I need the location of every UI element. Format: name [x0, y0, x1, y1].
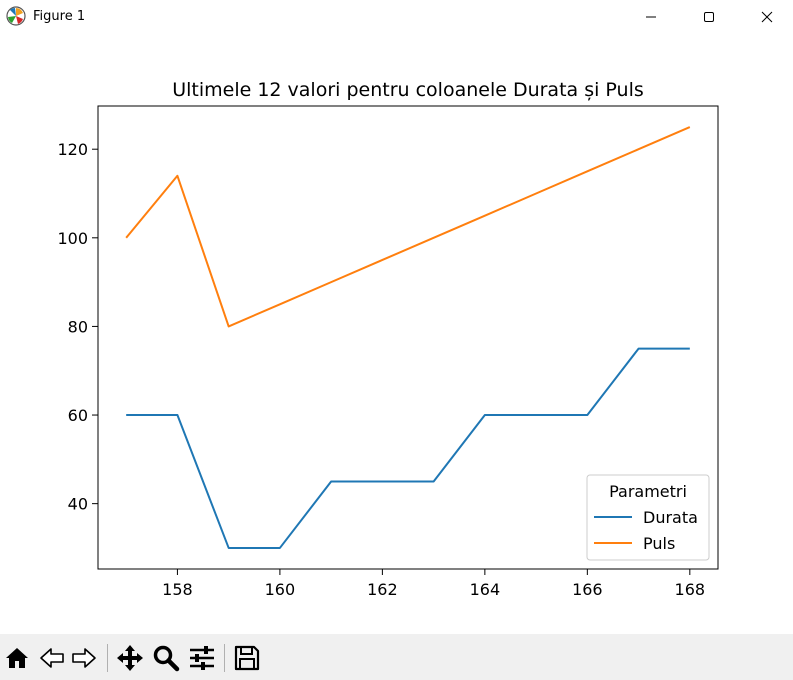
minimize-icon	[646, 16, 656, 18]
legend-box	[586, 474, 710, 561]
sliders-icon	[190, 646, 214, 670]
line-chart: Ultimele 12 valori pentru coloanele Dura…	[57, 79, 719, 599]
x-tick-label: 164	[470, 580, 501, 599]
y-axis: 40 60 80 100 120	[57, 140, 98, 514]
x-tick-label: 168	[675, 580, 706, 599]
y-tick-label: 120	[57, 140, 88, 159]
floppy-disk-icon	[234, 645, 260, 671]
navigation-toolbar	[0, 634, 793, 680]
window-title: Figure 1	[33, 9, 86, 24]
legend-label-puls: Puls	[643, 534, 675, 553]
x-tick-label: 166	[572, 580, 603, 599]
back-button[interactable]	[38, 644, 66, 672]
zoom-button[interactable]	[152, 644, 180, 672]
maximize-button[interactable]	[680, 0, 738, 34]
window-titlebar: Figure 1	[0, 0, 793, 34]
x-tick-label: 162	[367, 580, 398, 599]
matplotlib-icon	[6, 6, 26, 26]
figure-canvas[interactable]: Ultimele 12 valori pentru coloanele Dura…	[0, 34, 793, 634]
y-tick-label: 100	[57, 229, 88, 248]
close-button[interactable]	[738, 0, 793, 34]
save-button[interactable]	[233, 644, 261, 672]
back-arrow-icon	[40, 648, 64, 668]
series-line-durata	[126, 347, 690, 549]
magnifier-icon	[153, 645, 180, 672]
toolbar-separator	[224, 644, 225, 672]
x-axis: 158 160 162 164 166 168	[162, 569, 705, 599]
minimize-button[interactable]	[622, 0, 680, 34]
chart-title: Ultimele 12 valori pentru coloanele Dura…	[172, 79, 644, 101]
x-tick-label: 160	[265, 580, 296, 599]
pan-button[interactable]	[116, 644, 144, 672]
legend: Parametri Durata Puls	[586, 474, 710, 561]
move-icon	[117, 645, 143, 671]
y-tick-label: 60	[68, 406, 88, 425]
y-tick-label: 80	[68, 317, 88, 336]
legend-label-durata: Durata	[643, 508, 698, 527]
y-tick-label: 40	[68, 495, 88, 514]
close-icon	[761, 11, 773, 23]
toolbar-separator	[107, 644, 108, 672]
home-icon	[6, 648, 28, 668]
home-button[interactable]	[3, 644, 31, 672]
x-tick-label: 158	[162, 580, 193, 599]
plot-area	[97, 105, 719, 570]
forward-arrow-icon	[72, 648, 96, 668]
series-lines	[125, 126, 691, 549]
forward-button[interactable]	[70, 644, 98, 672]
configure-subplots-button[interactable]	[188, 644, 216, 672]
series-line-puls	[125, 126, 691, 328]
maximize-icon	[704, 12, 714, 22]
legend-title: Parametri	[609, 482, 687, 501]
